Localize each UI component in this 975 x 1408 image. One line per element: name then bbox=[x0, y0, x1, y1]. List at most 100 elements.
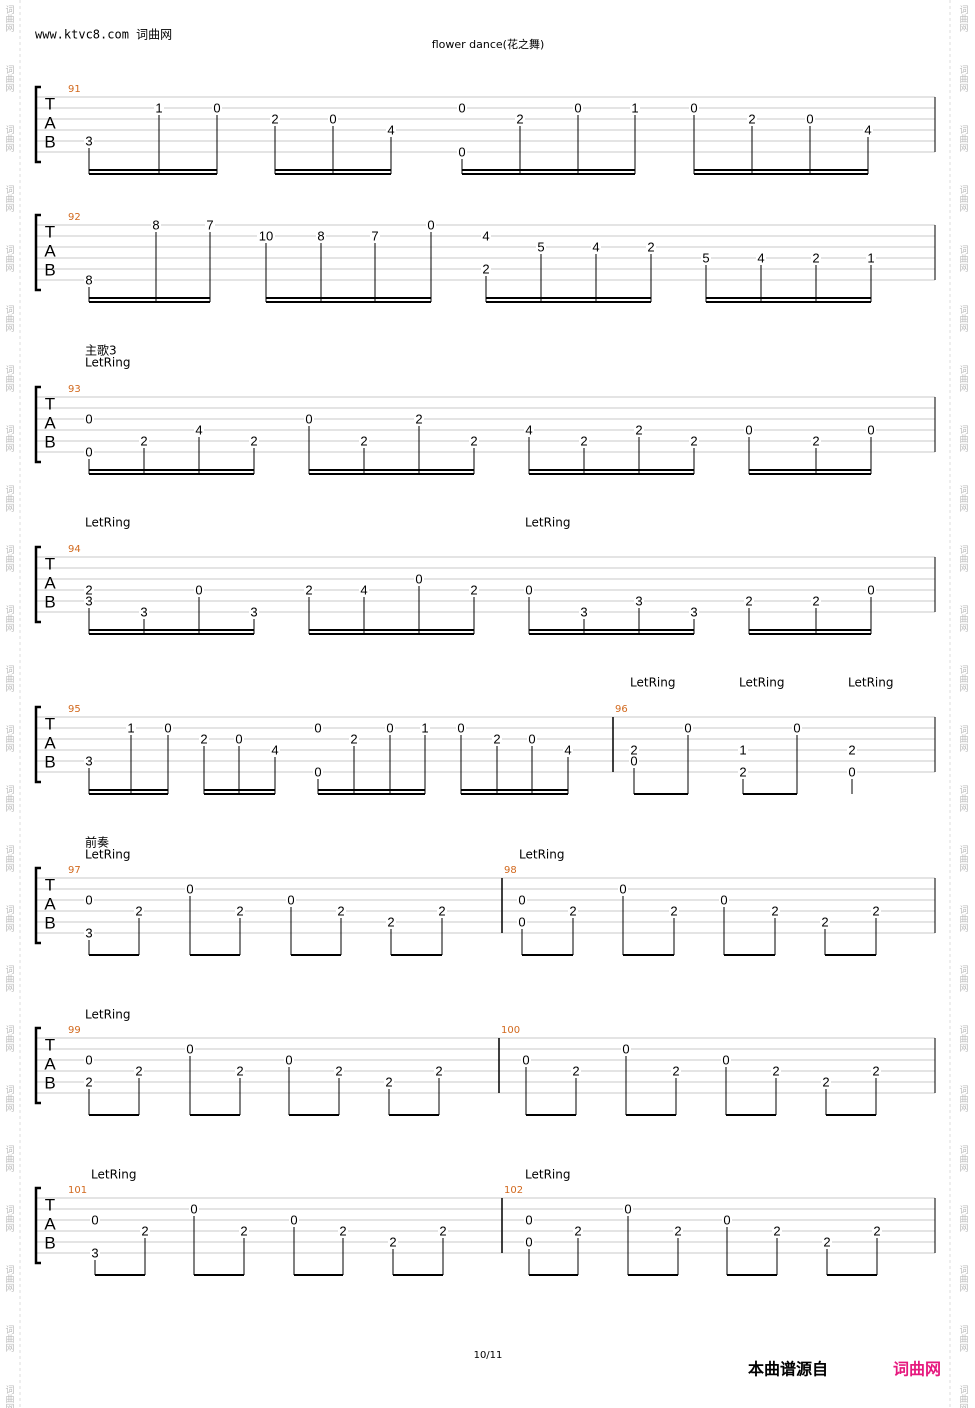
note-background bbox=[388, 1236, 398, 1248]
fret-number: 0 bbox=[622, 1041, 629, 1056]
fret-number: 2 bbox=[812, 433, 819, 448]
note-background bbox=[492, 733, 502, 745]
watermark: 词曲网 bbox=[4, 545, 15, 573]
watermark: 词曲网 bbox=[958, 425, 969, 453]
note-background bbox=[270, 744, 280, 756]
note-background bbox=[770, 905, 780, 917]
watermark: 词曲网 bbox=[4, 1385, 15, 1408]
tab-clef: B bbox=[44, 1233, 55, 1252]
note-background bbox=[249, 606, 259, 618]
note-background bbox=[669, 905, 679, 917]
watermark: 词曲网 bbox=[958, 785, 969, 813]
watermark: 词曲网 bbox=[4, 605, 15, 633]
note-background bbox=[847, 766, 857, 778]
tab-clef: T bbox=[45, 394, 55, 413]
fret-number: 0 bbox=[85, 892, 92, 907]
note-background bbox=[847, 744, 857, 756]
note-background bbox=[349, 733, 359, 745]
fret-number: 2 bbox=[141, 1223, 148, 1238]
measure-number: 96 bbox=[615, 704, 628, 715]
note-background bbox=[304, 413, 314, 425]
fret-number: 4 bbox=[525, 422, 532, 437]
note-background bbox=[515, 113, 525, 125]
fret-number: 0 bbox=[290, 1212, 297, 1227]
fret-number: 0 bbox=[574, 100, 581, 115]
note-background bbox=[822, 1236, 832, 1248]
fret-number: 4 bbox=[564, 742, 571, 757]
note-background bbox=[414, 413, 424, 425]
watermark: 词曲网 bbox=[4, 785, 15, 813]
note-background bbox=[336, 905, 346, 917]
fret-number: 2 bbox=[200, 731, 207, 746]
fret-number: 2 bbox=[647, 239, 654, 254]
fret-number: 0 bbox=[684, 720, 691, 735]
watermark: 词曲网 bbox=[4, 1025, 15, 1053]
note-background bbox=[811, 595, 821, 607]
note-background bbox=[701, 252, 711, 264]
fret-number: 2 bbox=[670, 903, 677, 918]
watermark: 词曲网 bbox=[958, 1145, 969, 1173]
site-header: www.ktvc8.com 词曲网 bbox=[35, 28, 172, 42]
watermark: 词曲网 bbox=[4, 1265, 15, 1293]
fret-number: 2 bbox=[572, 1063, 579, 1078]
fret-number: 4 bbox=[195, 422, 202, 437]
fret-number: 1 bbox=[739, 742, 746, 757]
note-background bbox=[689, 435, 699, 447]
fret-number: 2 bbox=[516, 111, 523, 126]
fret-number: 0 bbox=[213, 100, 220, 115]
watermark: 词曲网 bbox=[4, 485, 15, 513]
fret-number: 4 bbox=[360, 582, 367, 597]
fret-number: 2 bbox=[140, 433, 147, 448]
note-background bbox=[863, 124, 873, 136]
note-background bbox=[239, 1225, 249, 1237]
tab-clef: A bbox=[44, 894, 56, 913]
note-background bbox=[84, 274, 94, 286]
note-background bbox=[792, 722, 802, 734]
fret-number: 0 bbox=[793, 720, 800, 735]
tab-clef: B bbox=[44, 752, 55, 771]
note-background bbox=[385, 722, 395, 734]
note-background bbox=[185, 883, 195, 895]
note-background bbox=[456, 722, 466, 734]
fret-number: 4 bbox=[482, 228, 489, 243]
note-background bbox=[286, 894, 296, 906]
watermark: 词曲网 bbox=[958, 1265, 969, 1293]
measure-number: 92 bbox=[68, 212, 81, 223]
note-background bbox=[457, 146, 467, 158]
fret-number: 2 bbox=[873, 1223, 880, 1238]
tab-clef: T bbox=[45, 1195, 55, 1214]
fret-number: 2 bbox=[360, 433, 367, 448]
fret-number: 2 bbox=[415, 411, 422, 426]
fret-number: 2 bbox=[823, 1234, 830, 1249]
tab-clef: T bbox=[45, 875, 55, 894]
annotation: LetRing bbox=[848, 676, 893, 690]
fret-number: 0 bbox=[806, 111, 813, 126]
watermark: 词曲网 bbox=[4, 965, 15, 993]
watermark: 词曲网 bbox=[958, 65, 969, 93]
note-background bbox=[457, 102, 467, 114]
watermark: 词曲网 bbox=[4, 125, 15, 153]
measure-number: 101 bbox=[68, 1185, 87, 1196]
watermark: 词曲网 bbox=[958, 1085, 969, 1113]
fret-number: 0 bbox=[619, 881, 626, 896]
tab-clef: A bbox=[44, 413, 56, 432]
watermark: 词曲网 bbox=[4, 305, 15, 333]
tab-clef: B bbox=[44, 913, 55, 932]
fret-number: 3 bbox=[580, 604, 587, 619]
note-background bbox=[313, 722, 323, 734]
note-background bbox=[84, 584, 94, 596]
note-background bbox=[189, 1203, 199, 1215]
note-background bbox=[194, 424, 204, 436]
watermark: 词曲网 bbox=[4, 365, 15, 393]
note-background bbox=[437, 905, 447, 917]
measure-number: 95 bbox=[68, 704, 81, 715]
fret-number: 0 bbox=[525, 582, 532, 597]
annotation: LetRing bbox=[739, 676, 784, 690]
watermark: 词曲网 bbox=[4, 1205, 15, 1233]
watermark: 词曲网 bbox=[958, 1025, 969, 1053]
fret-number: 2 bbox=[389, 1234, 396, 1249]
fret-number: 4 bbox=[387, 122, 394, 137]
watermark: 词曲网 bbox=[958, 845, 969, 873]
fret-number: 2 bbox=[240, 1223, 247, 1238]
